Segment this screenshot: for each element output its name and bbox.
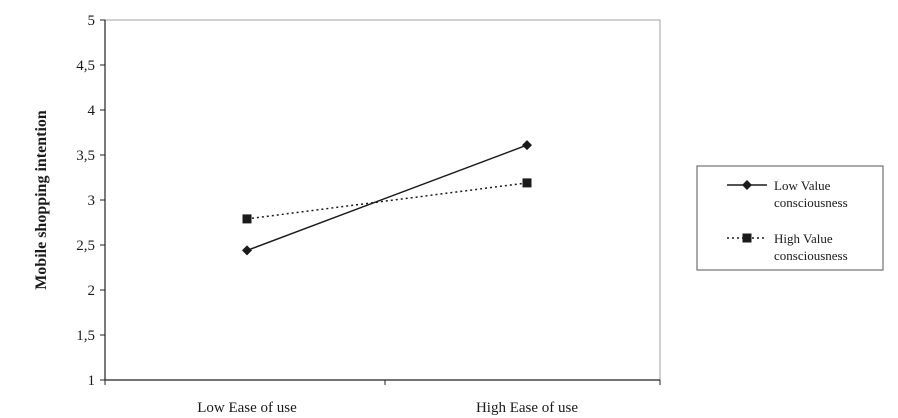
series-2 [242, 178, 532, 224]
x-axis-ticks: Low Ease of use High Ease of use [104, 380, 661, 416]
series-line [246, 182, 528, 220]
x-tick-label: High Ease of use [476, 400, 578, 416]
x-tick-label: Low Ease of use [197, 400, 297, 416]
y-tick-label: 4 [88, 103, 96, 119]
y-tick-label: 2 [88, 283, 96, 299]
y-tick-label: 3 [88, 193, 96, 209]
y-tick-label: 4,5 [76, 58, 95, 74]
legend-marker [742, 233, 752, 243]
series-line [246, 144, 528, 252]
data-point [242, 245, 252, 256]
legend-box [696, 165, 884, 271]
y-tick-label: 2,5 [76, 238, 95, 254]
legend-marker [742, 180, 752, 190]
series-1 [242, 140, 532, 256]
legend-label: Low Value [774, 178, 831, 193]
y-tick-label: 1 [88, 373, 96, 389]
legend-label: High Value [774, 231, 833, 246]
legend-entry: Low Value consciousness [727, 178, 848, 210]
legend-label: consciousness [774, 248, 848, 263]
y-tick-label: 1,5 [76, 328, 95, 344]
y-axis-ticks: 1 1,5 2 2,5 3 3,5 4 4,5 5 [76, 13, 105, 389]
legend-label: consciousness [774, 195, 848, 210]
legend: Low Value consciousness High Value consciou… [696, 165, 884, 271]
y-axis-label: Mobile shopping intention [33, 110, 50, 290]
data-point [522, 178, 532, 188]
y-tick-label: 3,5 [76, 148, 95, 164]
series-layer [242, 140, 532, 256]
data-point [522, 140, 532, 151]
legend-entry: High Value consciousness [727, 231, 848, 263]
y-tick-label: 5 [88, 13, 96, 29]
data-point [242, 214, 252, 224]
